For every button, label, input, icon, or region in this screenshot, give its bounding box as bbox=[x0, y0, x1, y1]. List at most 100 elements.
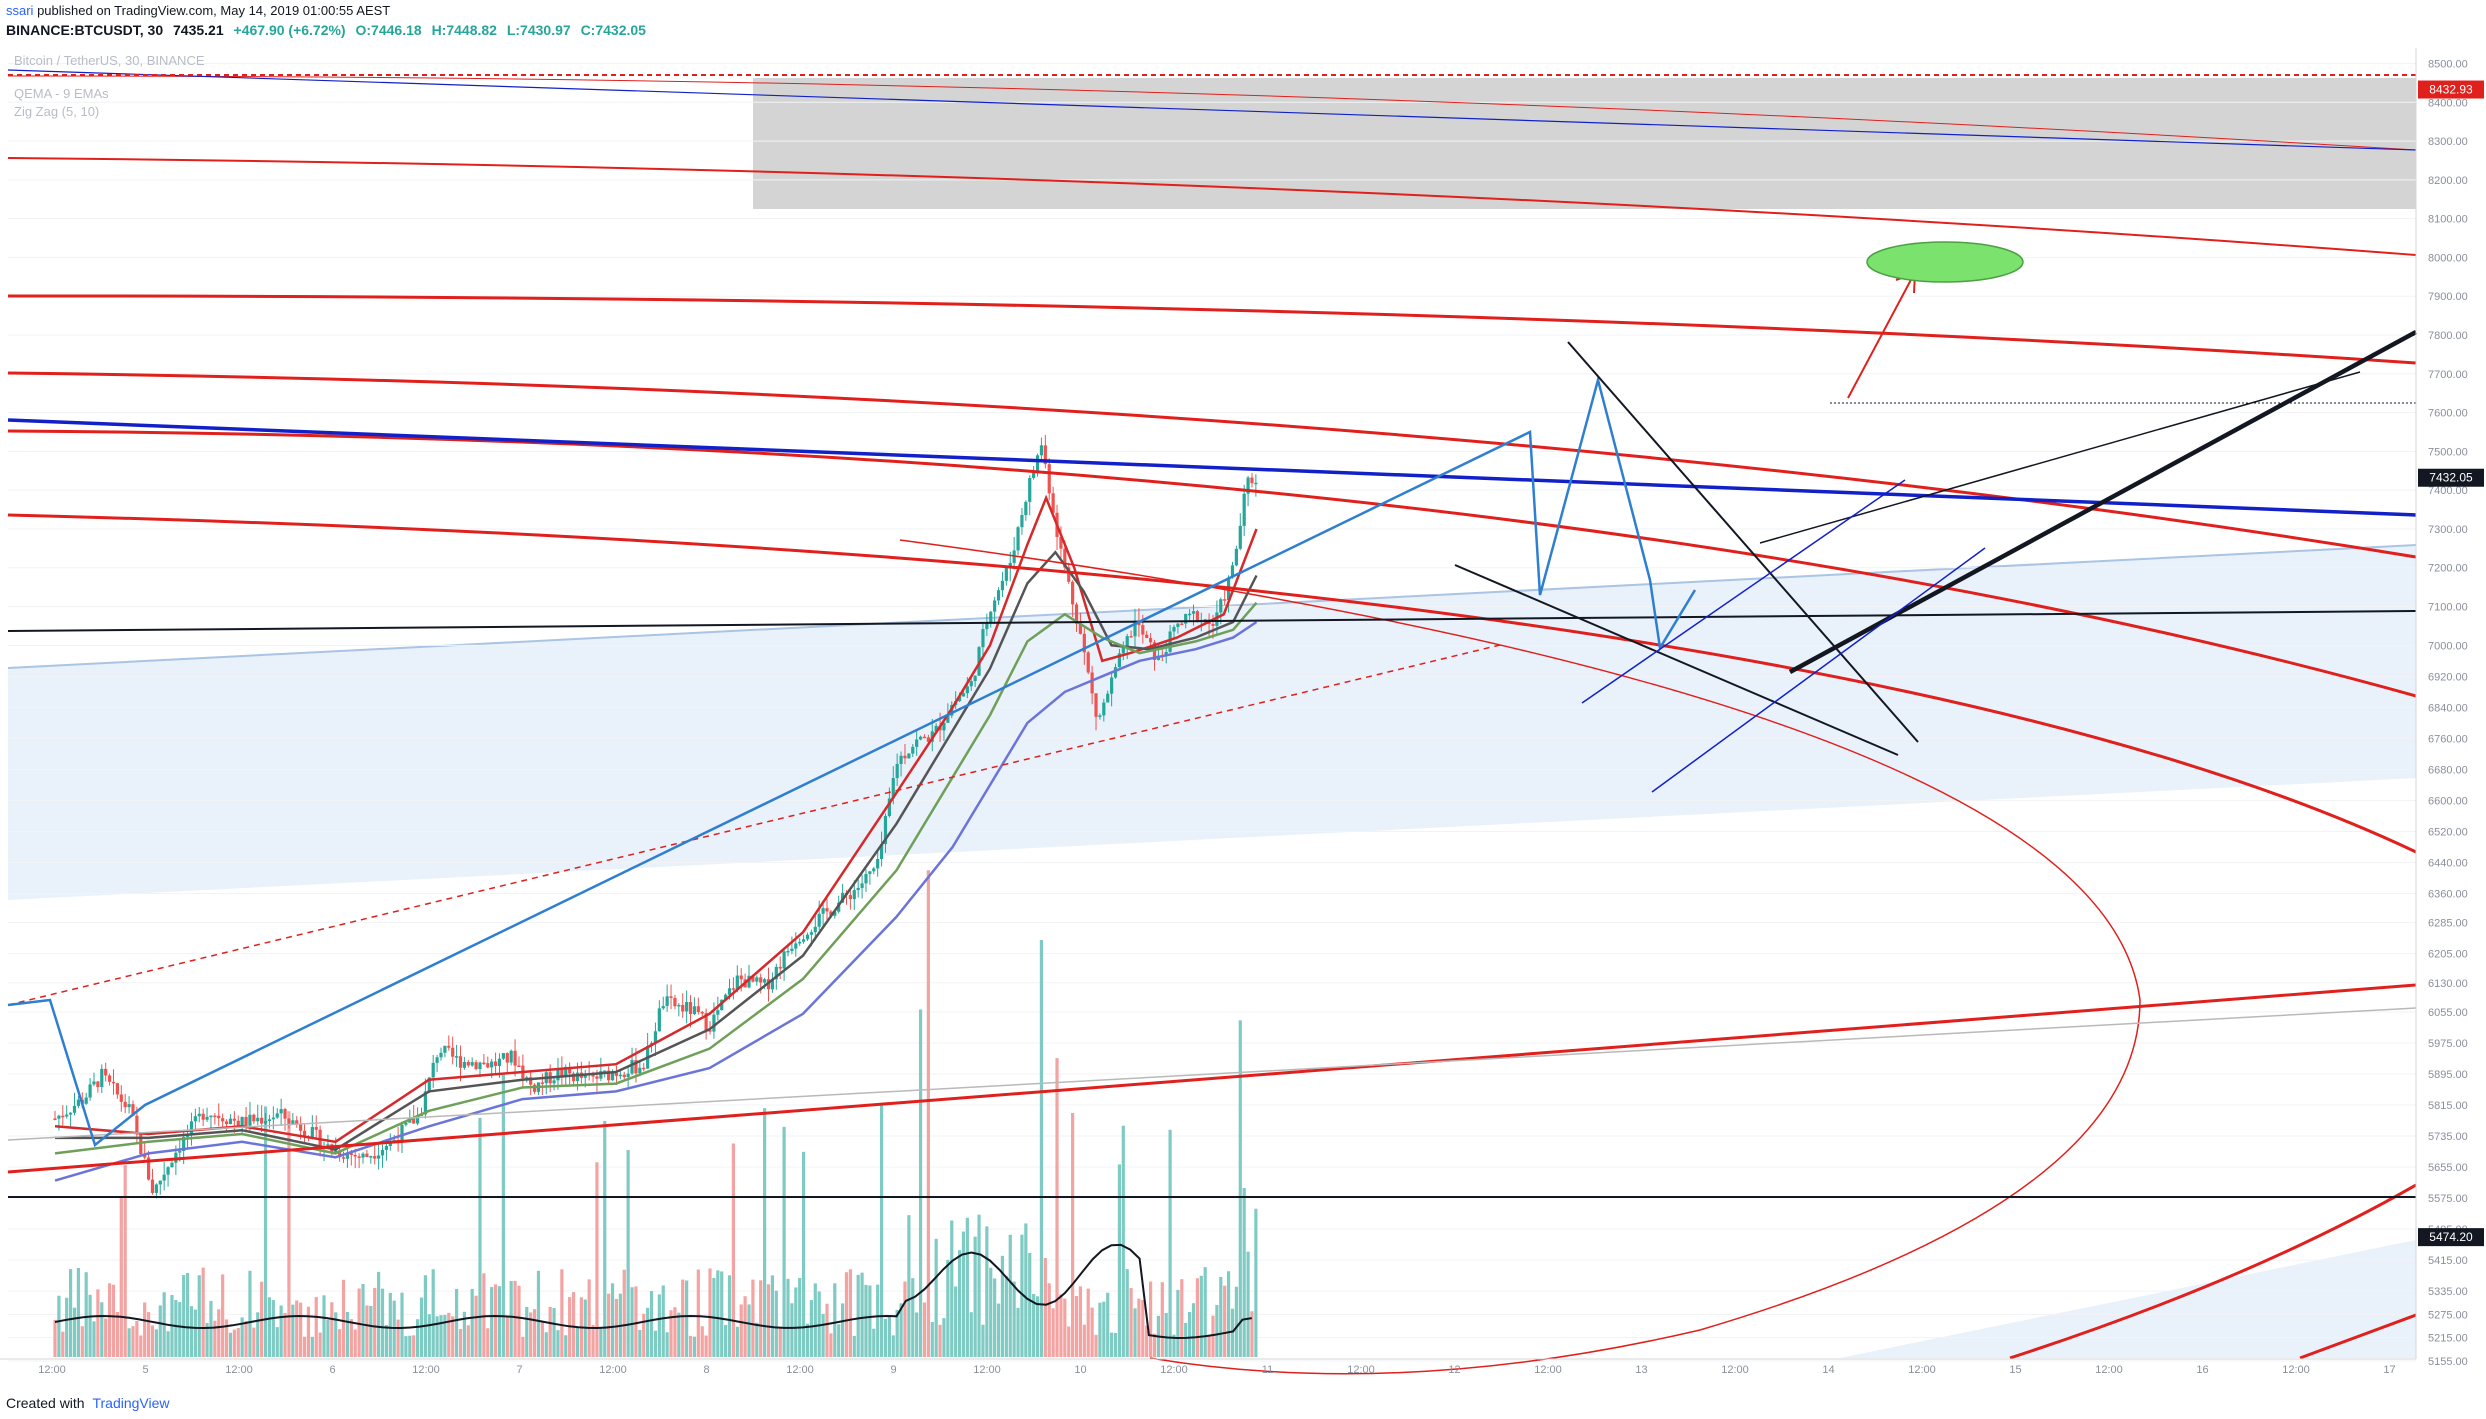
price-tick-label: 6520.00 bbox=[2428, 826, 2468, 838]
arc-9 bbox=[2299, 1313, 2417, 1360]
candle-body bbox=[911, 746, 915, 754]
volume-bar bbox=[720, 1271, 724, 1357]
volume-bar bbox=[864, 1284, 868, 1357]
candle-body bbox=[107, 1075, 112, 1082]
volume-bar bbox=[739, 1304, 743, 1357]
candle-body bbox=[727, 988, 732, 995]
candle-body bbox=[1110, 677, 1114, 694]
volume-bar bbox=[638, 1329, 642, 1357]
price-label-text: 5474.20 bbox=[2429, 1230, 2473, 1244]
volume-bar bbox=[716, 1270, 720, 1357]
volume-bar bbox=[314, 1297, 318, 1357]
candle-body bbox=[279, 1109, 283, 1114]
volume-bar bbox=[926, 870, 930, 1357]
volume-bar bbox=[525, 1306, 529, 1357]
candle-body bbox=[150, 1179, 155, 1193]
candle-body bbox=[1090, 672, 1094, 694]
price-tick-label: 5815.00 bbox=[2428, 1100, 2468, 1112]
volume-bar bbox=[1012, 1281, 1016, 1357]
time-tick-label: 10 bbox=[1074, 1364, 1086, 1376]
candle-body bbox=[209, 1115, 213, 1118]
volume-bar bbox=[404, 1336, 408, 1357]
volume-bar bbox=[1113, 1332, 1118, 1357]
volume-bar bbox=[349, 1319, 353, 1357]
volume-bar bbox=[1110, 1332, 1114, 1357]
volume-bar bbox=[786, 1278, 790, 1357]
candle-body bbox=[560, 1068, 564, 1077]
legend-zigzag[interactable]: Zig Zag (5, 10) bbox=[14, 104, 100, 119]
volume-bar bbox=[1254, 1208, 1258, 1357]
candle-body bbox=[1191, 611, 1196, 614]
volume-bar bbox=[801, 1151, 806, 1357]
legend-qema[interactable]: QEMA - 9 EMAs bbox=[14, 86, 109, 101]
candle-body bbox=[458, 1056, 463, 1068]
candle-body bbox=[860, 883, 864, 888]
volume-bar bbox=[435, 1316, 439, 1357]
tradingview-brand[interactable]: TradingView bbox=[92, 1395, 170, 1411]
candle-body bbox=[825, 908, 829, 912]
volume-bar bbox=[903, 1281, 907, 1357]
channel-band bbox=[8, 545, 2416, 900]
candle-body bbox=[1172, 626, 1176, 632]
candle-body bbox=[369, 1156, 373, 1158]
volume-bar bbox=[755, 1322, 759, 1357]
volume-bar bbox=[345, 1311, 350, 1357]
candle-body bbox=[1180, 623, 1184, 626]
candle-body bbox=[1043, 445, 1047, 465]
candle-body bbox=[423, 1091, 428, 1115]
legend-title[interactable]: Bitcoin / TetherUS, 30, BINANCE bbox=[14, 53, 205, 68]
volume-bar bbox=[673, 1307, 677, 1357]
volume-bar bbox=[751, 1279, 755, 1357]
candle-body bbox=[591, 1075, 595, 1077]
candle-body bbox=[529, 1077, 533, 1085]
candle-body bbox=[918, 736, 923, 740]
volume-bar bbox=[470, 1288, 474, 1357]
time-tick-label: 16 bbox=[2196, 1364, 2208, 1376]
volume-bar bbox=[357, 1288, 361, 1357]
volume-bar bbox=[536, 1270, 541, 1357]
chart-header: ssari published on TradingView.com, May … bbox=[0, 0, 2486, 48]
candle-body bbox=[1250, 477, 1254, 484]
candle-body bbox=[439, 1052, 443, 1058]
gray-trend bbox=[7, 1007, 2417, 1141]
candle-body bbox=[1086, 652, 1090, 673]
volume-bar bbox=[934, 1238, 938, 1357]
volume-bar bbox=[607, 1293, 611, 1357]
candle-body bbox=[240, 1116, 244, 1126]
volume-bar bbox=[1125, 1269, 1129, 1357]
volume-bar bbox=[848, 1269, 852, 1357]
candle-body bbox=[653, 1031, 658, 1044]
volume-bar bbox=[575, 1327, 580, 1357]
time-tick-label: 8 bbox=[703, 1364, 709, 1376]
volume-bar bbox=[700, 1326, 704, 1357]
volume-bar bbox=[837, 1324, 841, 1357]
volume-bar bbox=[146, 1312, 151, 1357]
volume-bar bbox=[950, 1220, 954, 1357]
candle-body bbox=[1078, 623, 1083, 634]
volume-bar bbox=[1008, 1234, 1012, 1357]
volume-bar bbox=[1016, 1307, 1020, 1357]
candle-body bbox=[899, 755, 903, 764]
volume-bar bbox=[868, 1285, 872, 1357]
ohlc-low: L:7430.97 bbox=[506, 22, 571, 38]
volume-bar bbox=[224, 1319, 229, 1357]
time-tick-label: 12:00 bbox=[412, 1364, 440, 1376]
volume-bar bbox=[287, 1111, 291, 1357]
candle-body bbox=[310, 1127, 314, 1138]
volume-bar bbox=[599, 1328, 603, 1357]
volume-bar bbox=[72, 1307, 77, 1357]
time-tick-label: 12:00 bbox=[1534, 1364, 1562, 1376]
volume-bar bbox=[486, 1328, 490, 1357]
candle-body bbox=[677, 1004, 681, 1007]
author-link[interactable]: ssari bbox=[6, 3, 34, 18]
volume-bar bbox=[150, 1325, 155, 1357]
volume-bar bbox=[384, 1325, 389, 1357]
volume-bar bbox=[76, 1268, 80, 1357]
candle-body bbox=[1230, 565, 1235, 578]
candle-body bbox=[614, 1073, 619, 1076]
volume-bar bbox=[724, 1325, 728, 1357]
candle-body bbox=[1000, 580, 1005, 591]
volume-bar bbox=[1074, 1295, 1079, 1357]
volume-bar bbox=[1000, 1255, 1005, 1357]
